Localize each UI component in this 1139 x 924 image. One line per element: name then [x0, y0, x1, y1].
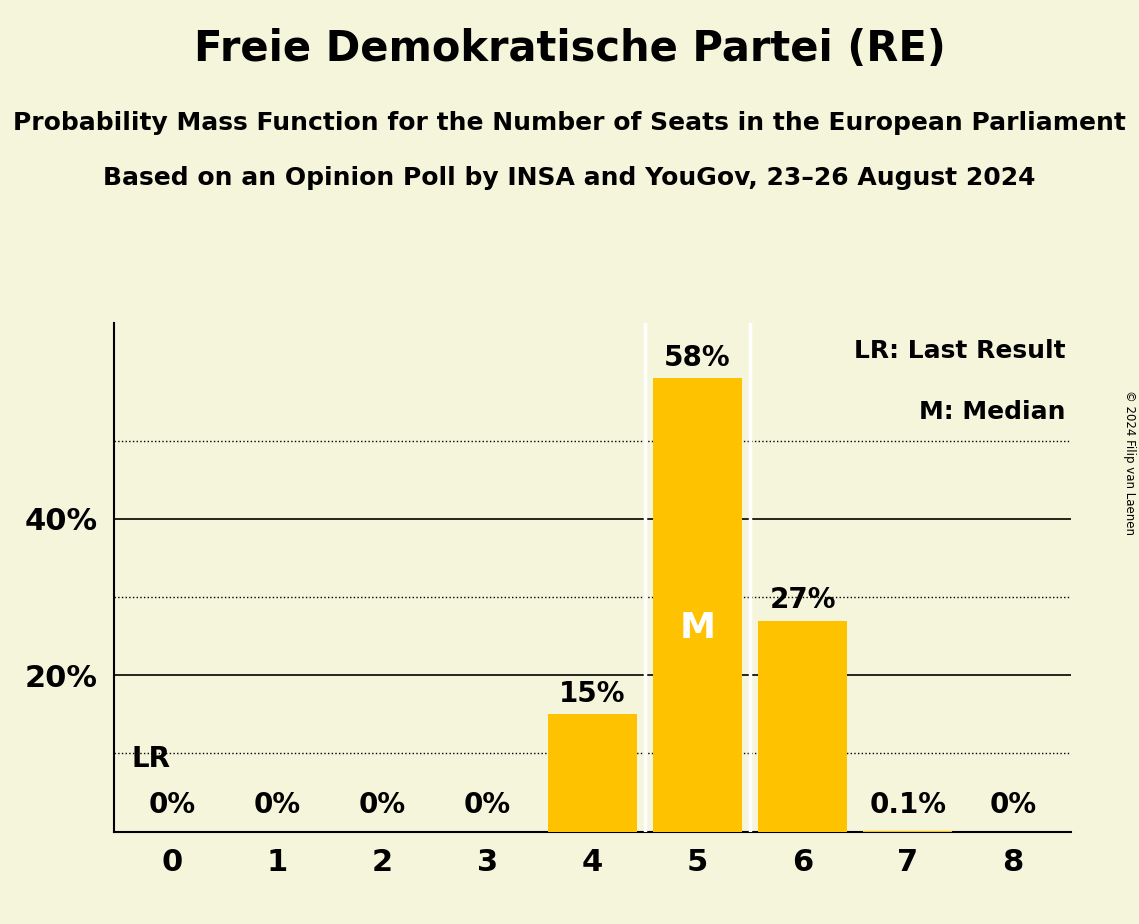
- Text: © 2024 Filip van Laenen: © 2024 Filip van Laenen: [1123, 390, 1137, 534]
- Text: M: Median: M: Median: [919, 399, 1066, 423]
- Bar: [757, 621, 847, 832]
- Text: 0%: 0%: [359, 791, 405, 819]
- Text: Freie Demokratische Partei (RE): Freie Demokratische Partei (RE): [194, 28, 945, 69]
- Text: M: M: [680, 611, 715, 645]
- Text: 0.1%: 0.1%: [869, 791, 947, 819]
- Text: 0%: 0%: [253, 791, 301, 819]
- Text: Probability Mass Function for the Number of Seats in the European Parliament: Probability Mass Function for the Number…: [13, 111, 1126, 135]
- Text: LR: LR: [132, 745, 171, 773]
- Text: 0%: 0%: [990, 791, 1036, 819]
- Text: 27%: 27%: [769, 587, 836, 614]
- Text: 0%: 0%: [148, 791, 195, 819]
- Text: 0%: 0%: [464, 791, 510, 819]
- Text: 15%: 15%: [559, 680, 625, 708]
- Text: 58%: 58%: [664, 344, 731, 372]
- Bar: [653, 378, 743, 832]
- Bar: [548, 714, 637, 832]
- Text: Based on an Opinion Poll by INSA and YouGov, 23–26 August 2024: Based on an Opinion Poll by INSA and You…: [104, 166, 1035, 190]
- Text: LR: Last Result: LR: Last Result: [854, 338, 1066, 362]
